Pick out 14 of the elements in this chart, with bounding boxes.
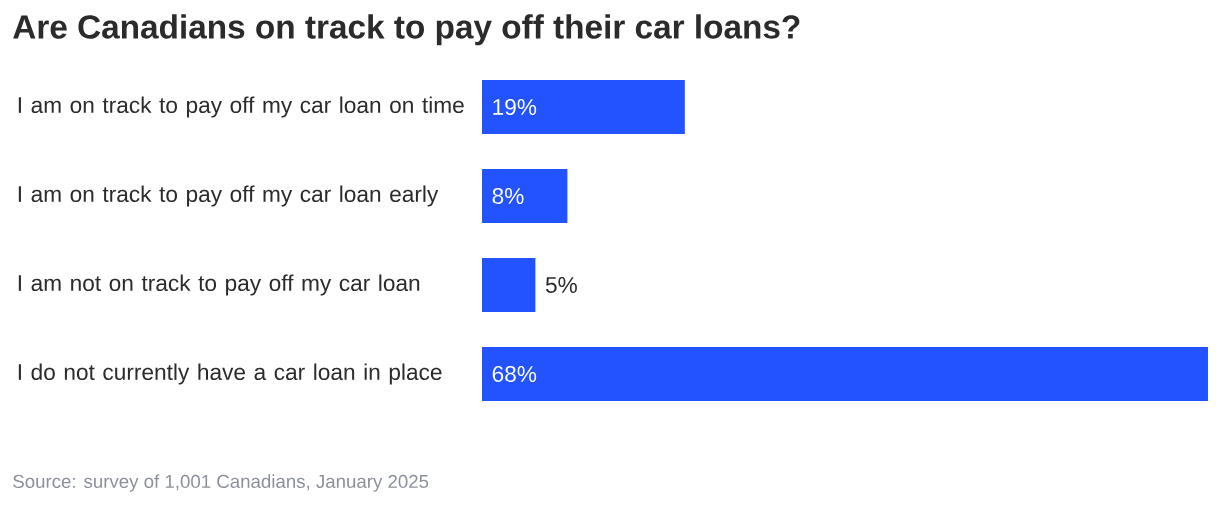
source-note: Source: survey of 1,001 Canadians, January 2025 (13, 474, 429, 492)
data-label: 5% (545, 277, 577, 293)
bar (482, 346, 1208, 402)
y-tick-label: I am on track to pay off my car loan on time (18, 96, 464, 118)
data-label: 8% (492, 187, 524, 205)
data-label: 19% (493, 98, 537, 116)
chart-title: Are Canadians on track to pay off their car loans? (13, 14, 800, 46)
bar (482, 257, 536, 313)
data-label: 68% (492, 365, 537, 383)
y-tick-label: I am on track to pay off my car loan early (18, 185, 439, 207)
y-tick-label: I do not currently have a car loan in place (18, 363, 442, 385)
y-tick-label: I am not on track to pay off my car loan (18, 274, 420, 296)
bar (482, 79, 685, 135)
bar (482, 168, 568, 224)
